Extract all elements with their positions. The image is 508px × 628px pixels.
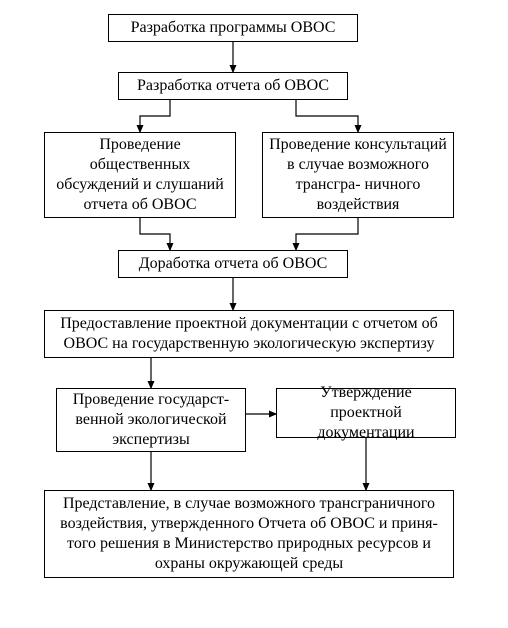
flowchart-node-n2: Разработка отчета об ОВОС	[118, 72, 348, 100]
flowchart-node-label: Проведение государст- венной экологическ…	[63, 390, 239, 450]
flowchart-node-label: Доработка отчета об ОВОС	[139, 254, 328, 274]
flowchart-edge-1	[140, 100, 170, 132]
flowchart-node-n5: Доработка отчета об ОВОС	[118, 250, 348, 278]
flowchart-canvas: Разработка программы ОВОС Разработка отче…	[0, 0, 508, 628]
flowchart-node-label: Предоставление проектной документации с …	[51, 314, 447, 354]
flowchart-edge-3	[140, 218, 170, 250]
flowchart-node-label: Разработка программы ОВОС	[131, 18, 336, 38]
flowchart-node-n1: Разработка программы ОВОС	[108, 14, 358, 42]
flowchart-node-label: Утверждение проектной документации	[283, 383, 449, 443]
flowchart-node-n9: Представление, в случае возможного транс…	[44, 490, 454, 578]
flowchart-node-n7: Проведение государст- венной экологическ…	[56, 388, 246, 452]
flowchart-node-label: Проведение общественных обсуждений и слу…	[51, 135, 229, 215]
flowchart-node-label: Представление, в случае возможного транс…	[51, 494, 447, 574]
flowchart-node-n6: Предоставление проектной документации с …	[44, 310, 454, 358]
flowchart-edge-2	[296, 100, 358, 132]
flowchart-node-label: Разработка отчета об ОВОС	[137, 76, 329, 96]
flowchart-node-n4: Проведение консультаций в случае возможн…	[262, 132, 454, 218]
flowchart-edge-4	[296, 218, 358, 250]
flowchart-node-label: Проведение консультаций в случае возможн…	[269, 135, 447, 215]
flowchart-node-n8: Утверждение проектной документации	[276, 388, 456, 438]
flowchart-node-n3: Проведение общественных обсуждений и слу…	[44, 132, 236, 218]
